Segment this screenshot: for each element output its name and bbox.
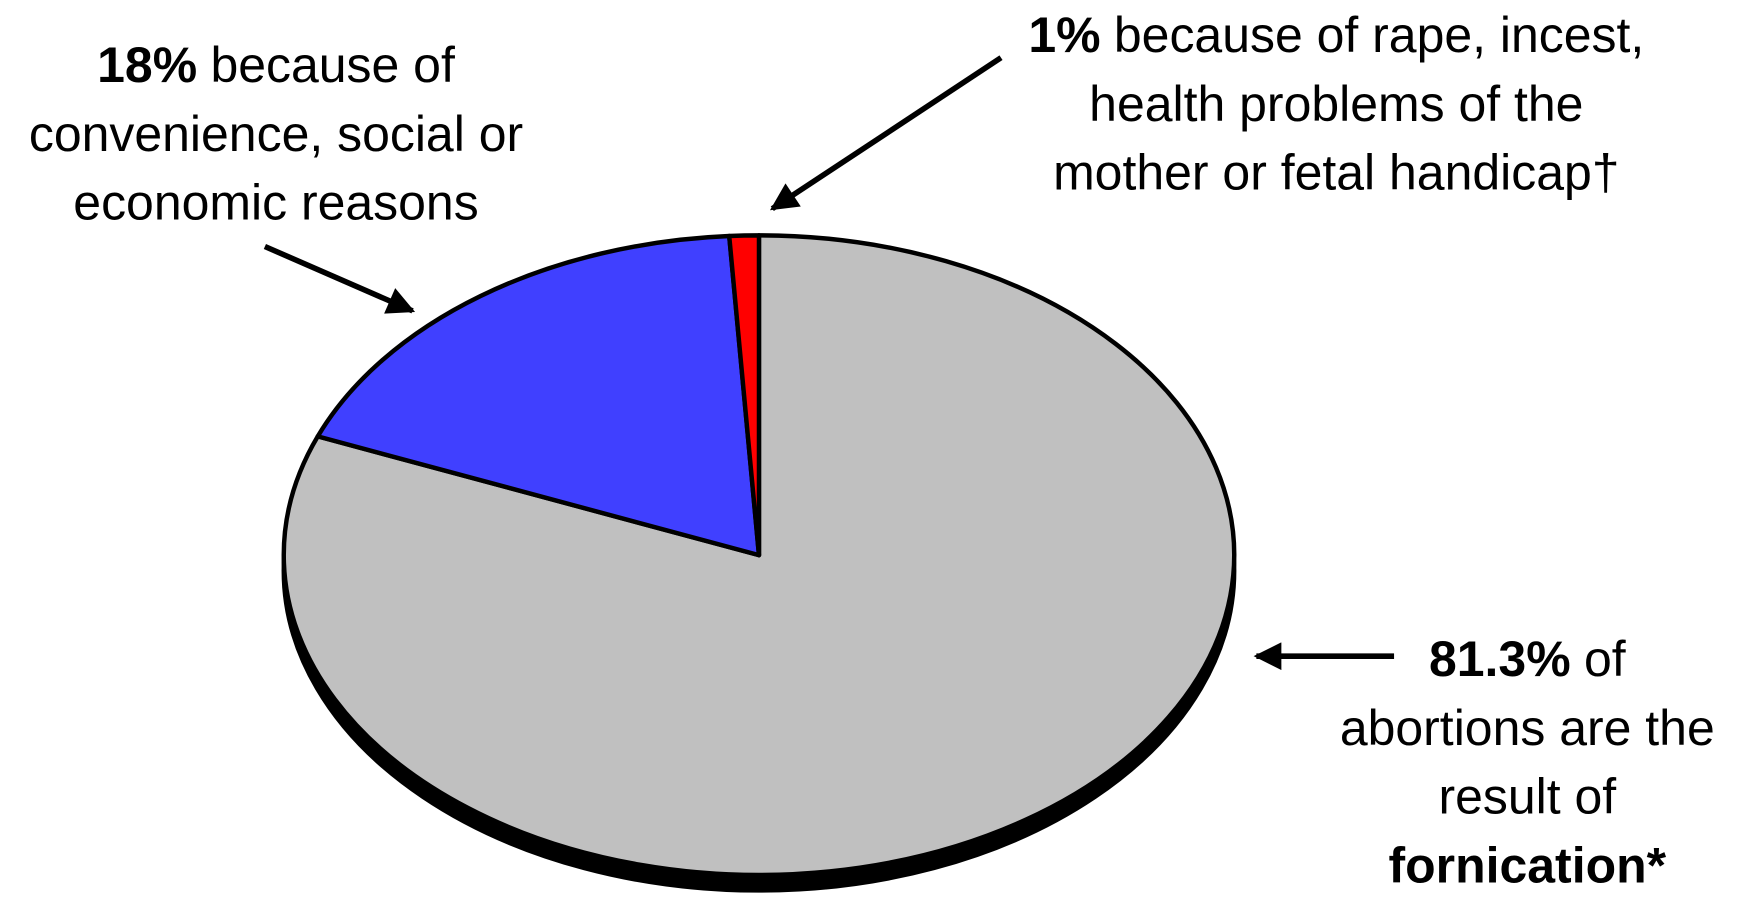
annotation-text: of bbox=[1584, 631, 1626, 687]
annotation-text: because of rape, incest, bbox=[1114, 7, 1644, 63]
annotation-line: abortions are the bbox=[1340, 700, 1715, 756]
annotation-line: convenience, social or bbox=[29, 106, 523, 162]
annotation-line: economic reasons bbox=[73, 175, 478, 231]
value-label: 81.3% bbox=[1429, 631, 1571, 687]
pie-slice bbox=[315, 233, 762, 558]
pie-slice bbox=[281, 233, 1237, 878]
annotation-line: 18% because of bbox=[97, 37, 455, 93]
annotation-line: 1% because of rape, incest, bbox=[1028, 7, 1644, 63]
annotation-text: because of bbox=[210, 37, 455, 93]
arrow bbox=[263, 243, 416, 314]
annotation-line: 81.3% of bbox=[1429, 631, 1626, 687]
value-label: 1% bbox=[1028, 7, 1100, 63]
annotation-line: mother or fetal handicap† bbox=[1053, 145, 1620, 201]
annotation-line: health problems of the bbox=[1089, 76, 1583, 132]
annotation-emphasis: fornication* bbox=[1389, 838, 1667, 894]
arrow bbox=[769, 55, 1003, 212]
value-label: 18% bbox=[97, 37, 197, 93]
annotation-line: result of bbox=[1438, 769, 1616, 825]
pie-slice bbox=[727, 233, 762, 558]
